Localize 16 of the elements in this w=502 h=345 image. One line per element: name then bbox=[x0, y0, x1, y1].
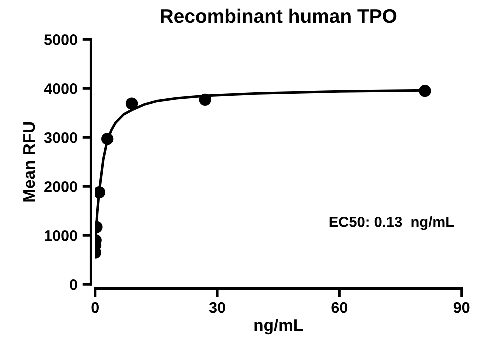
y-tick-label: 5000 bbox=[44, 34, 78, 46]
x-tick-label: 60 bbox=[332, 302, 348, 314]
point bbox=[419, 85, 432, 98]
y-tick-label: 0 bbox=[70, 279, 78, 290]
x-tick-label: 90 bbox=[454, 302, 470, 314]
chart-title: Recombinant human TPO bbox=[161, 8, 397, 24]
y-tick-label: 1000 bbox=[44, 230, 78, 242]
x-axis-title: ng/mL bbox=[254, 319, 304, 335]
point bbox=[95, 186, 106, 199]
y-tick-label: 2000 bbox=[44, 182, 78, 192]
y-tick-label: 4000 bbox=[44, 84, 78, 94]
y-tick-label: 3000 bbox=[44, 132, 78, 144]
annotation: EC50: 0.13 ng/mL bbox=[330, 216, 454, 230]
x-tick-label: 30 bbox=[209, 302, 226, 314]
y-axis-title: Mean RFU bbox=[24, 122, 36, 202]
x-tick-label: 0 bbox=[92, 302, 99, 314]
